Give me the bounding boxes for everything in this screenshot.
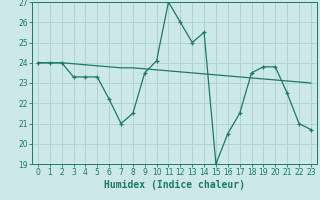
X-axis label: Humidex (Indice chaleur): Humidex (Indice chaleur) bbox=[104, 180, 245, 190]
